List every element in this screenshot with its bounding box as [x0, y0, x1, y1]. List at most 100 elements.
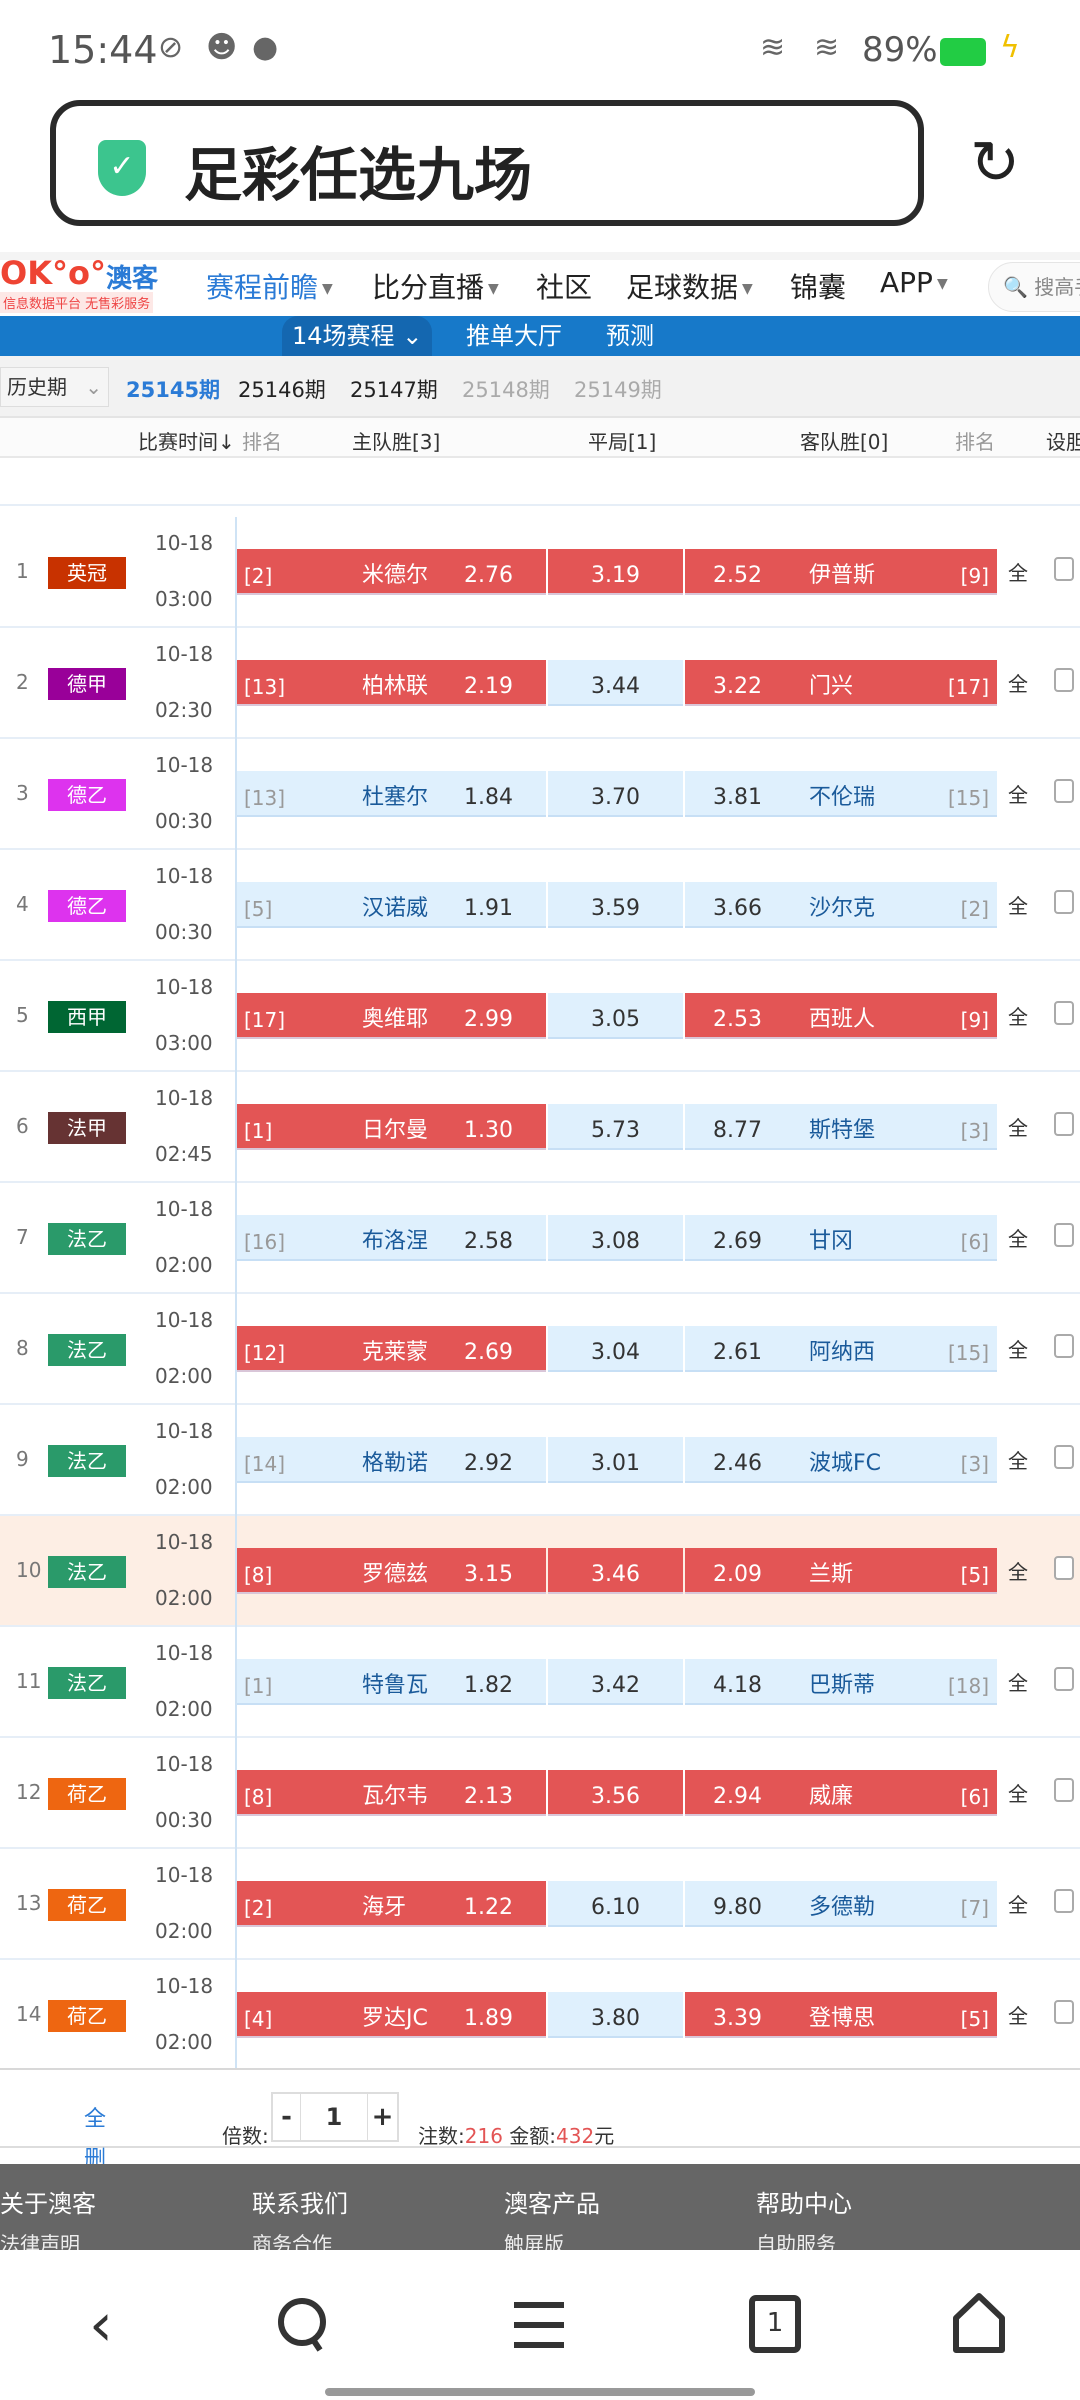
select-all-button[interactable]: 全: [1008, 1116, 1028, 1140]
away-win-cell[interactable]: 2.09 兰斯 [5]: [685, 1548, 997, 1594]
home-win-cell[interactable]: [17] 奥维耶 2.99: [236, 993, 546, 1039]
banker-checkbox[interactable]: [1054, 668, 1074, 692]
minus-button[interactable]: -: [273, 2094, 301, 2140]
draw-cell[interactable]: 3.44: [548, 660, 683, 706]
select-all-button[interactable]: 全: [1008, 672, 1028, 696]
select-all-button[interactable]: 全: [1008, 2004, 1028, 2028]
banker-checkbox[interactable]: [1054, 779, 1074, 803]
home-win-cell[interactable]: [13] 杜塞尔 1.84: [236, 771, 546, 817]
draw-cell[interactable]: 3.19: [548, 549, 683, 595]
nav-item[interactable]: 赛程前瞻 ▼: [206, 266, 333, 306]
draw-cell[interactable]: 3.04: [548, 1326, 683, 1372]
draw-cell[interactable]: 3.56: [548, 1770, 683, 1816]
history-period-select[interactable]: 历史期 ⌄: [0, 367, 109, 407]
multiplier-input[interactable]: 1: [325, 2103, 343, 2131]
away-win-cell[interactable]: 2.61 阿纳西 [15]: [685, 1326, 997, 1372]
footer-link[interactable]: 商务合作: [252, 2232, 332, 2250]
banker-checkbox[interactable]: [1054, 1667, 1074, 1691]
draw-cell[interactable]: 3.01: [548, 1437, 683, 1483]
select-all-button[interactable]: 全: [1008, 1560, 1028, 1584]
banker-checkbox[interactable]: [1054, 1778, 1074, 1802]
banker-checkbox[interactable]: [1054, 890, 1074, 914]
select-all-button[interactable]: 全: [1008, 1338, 1028, 1362]
draw-cell[interactable]: 3.08: [548, 1215, 683, 1261]
footer-heading[interactable]: 联系我们: [252, 2190, 348, 2218]
away-win-cell[interactable]: 2.52 伊普斯 [9]: [685, 549, 997, 595]
tab-14-matches[interactable]: 14场赛程 ⌄: [282, 316, 433, 356]
tab-predictions[interactable]: 预测: [606, 322, 654, 350]
away-win-cell[interactable]: 3.39 登博思 [5]: [685, 1992, 997, 2038]
footer-heading[interactable]: 关于澳客: [0, 2190, 96, 2218]
nav-item[interactable]: 锦囊: [790, 266, 846, 306]
address-bar[interactable]: ✓ 足彩任选九场: [50, 100, 924, 226]
home-icon[interactable]: [944, 2290, 1014, 2360]
period-tab[interactable]: 25145期: [126, 378, 221, 402]
home-win-cell[interactable]: [16] 布洛涅 2.58: [236, 1215, 546, 1261]
select-all-button[interactable]: 全: [1008, 1449, 1028, 1473]
tab-tips-hall[interactable]: 推单大厅: [466, 322, 562, 350]
header-time[interactable]: 比赛时间↓: [138, 430, 235, 454]
banker-checkbox[interactable]: [1054, 1445, 1074, 1469]
select-all-button[interactable]: 全: [1008, 783, 1028, 807]
away-win-cell[interactable]: 9.80 多德勒 [7]: [685, 1881, 997, 1927]
banker-checkbox[interactable]: [1054, 1223, 1074, 1247]
nav-item[interactable]: APP ▼: [880, 266, 948, 299]
away-win-cell[interactable]: 3.66 沙尔克 [2]: [685, 882, 997, 928]
draw-cell[interactable]: 3.70: [548, 771, 683, 817]
home-win-cell[interactable]: [4] 罗达JC 1.89: [236, 1992, 546, 2038]
away-win-cell[interactable]: 3.22 门兴 [17]: [685, 660, 997, 706]
away-win-cell[interactable]: 3.81 不伦瑞 [15]: [685, 771, 997, 817]
banker-checkbox[interactable]: [1054, 1112, 1074, 1136]
footer-heading[interactable]: 帮助中心: [756, 2190, 852, 2218]
away-win-cell[interactable]: 2.69 甘冈 [6]: [685, 1215, 997, 1261]
search-input[interactable]: 🔍 搜高手: [988, 262, 1080, 312]
search-icon[interactable]: [268, 2290, 338, 2360]
draw-cell[interactable]: 3.46: [548, 1548, 683, 1594]
away-win-cell[interactable]: 2.46 波城FC [3]: [685, 1437, 997, 1483]
select-all-button[interactable]: 全: [1008, 1893, 1028, 1917]
home-win-cell[interactable]: [8] 瓦尔韦 2.13: [236, 1770, 546, 1816]
home-win-cell[interactable]: [5] 汉诺威 1.91: [236, 882, 546, 928]
away-win-cell[interactable]: 2.94 威廉 [6]: [685, 1770, 997, 1816]
draw-cell[interactable]: 3.05: [548, 993, 683, 1039]
banker-checkbox[interactable]: [1054, 2000, 1074, 2024]
select-all-button[interactable]: 全: [1008, 1227, 1028, 1251]
away-win-cell[interactable]: 2.53 西班人 [9]: [685, 993, 997, 1039]
logo[interactable]: OK°o° 澳客 信息数据平台 无售彩服务: [0, 254, 160, 318]
draw-cell[interactable]: 6.10: [548, 1881, 683, 1927]
select-all-button[interactable]: 全: [1008, 561, 1028, 585]
draw-cell[interactable]: 3.42: [548, 1659, 683, 1705]
home-win-cell[interactable]: [13] 柏林联 2.19: [236, 660, 546, 706]
home-win-cell[interactable]: [2] 海牙 1.22: [236, 1881, 546, 1927]
banker-checkbox[interactable]: [1054, 1889, 1074, 1913]
banker-checkbox[interactable]: [1054, 557, 1074, 581]
home-win-cell[interactable]: [12] 克莱蒙 2.69: [236, 1326, 546, 1372]
home-win-cell[interactable]: [14] 格勒诺 2.92: [236, 1437, 546, 1483]
nav-item[interactable]: 比分直播 ▼: [372, 266, 499, 306]
select-all-button[interactable]: 全: [1008, 1782, 1028, 1806]
select-all-button[interactable]: 全: [1008, 1671, 1028, 1695]
banker-checkbox[interactable]: [1054, 1001, 1074, 1025]
draw-cell[interactable]: 5.73: [548, 1104, 683, 1150]
home-win-cell[interactable]: [8] 罗德兹 3.15: [236, 1548, 546, 1594]
banker-checkbox[interactable]: [1054, 1334, 1074, 1358]
footer-link[interactable]: 法律声明: [0, 2232, 80, 2250]
home-win-cell[interactable]: [1] 特鲁瓦 1.82: [236, 1659, 546, 1705]
nav-item[interactable]: 社区: [536, 266, 592, 306]
away-win-cell[interactable]: 4.18 巴斯蒂 [18]: [685, 1659, 997, 1705]
draw-cell[interactable]: 3.59: [548, 882, 683, 928]
nav-item[interactable]: 足球数据 ▼: [626, 266, 753, 306]
select-all-button[interactable]: 全: [1008, 894, 1028, 918]
period-tab[interactable]: 25146期: [238, 378, 326, 402]
reload-icon[interactable]: ↻: [969, 128, 1021, 198]
home-win-cell[interactable]: [2] 米德尔 2.76: [236, 549, 546, 595]
select-all-button[interactable]: 全: [1008, 1005, 1028, 1029]
gesture-bar[interactable]: [325, 2388, 755, 2396]
period-tab[interactable]: 25147期: [350, 378, 438, 402]
back-icon[interactable]: ‹: [89, 2290, 113, 2360]
plus-button[interactable]: +: [367, 2094, 397, 2140]
away-win-cell[interactable]: 8.77 斯特堡 [3]: [685, 1104, 997, 1150]
footer-link[interactable]: 触屏版: [504, 2232, 564, 2250]
footer-heading[interactable]: 澳客产品: [504, 2190, 600, 2218]
draw-cell[interactable]: 3.80: [548, 1992, 683, 2038]
